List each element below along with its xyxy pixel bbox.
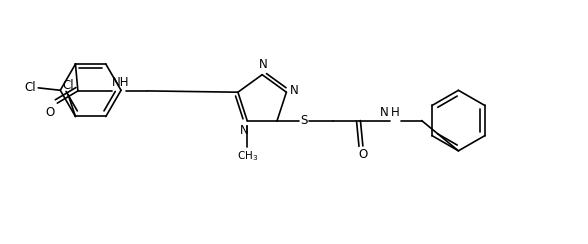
Text: S: S xyxy=(300,114,308,127)
Text: N: N xyxy=(259,58,268,71)
Text: N: N xyxy=(240,124,249,137)
Text: H: H xyxy=(391,106,400,119)
Text: N: N xyxy=(380,106,389,119)
Text: O: O xyxy=(358,148,368,161)
Text: Cl: Cl xyxy=(62,79,74,92)
Text: Cl: Cl xyxy=(24,81,36,94)
Text: NH: NH xyxy=(112,76,130,89)
Text: N: N xyxy=(290,84,299,97)
Text: O: O xyxy=(46,106,55,119)
Text: CH$_3$: CH$_3$ xyxy=(236,149,258,163)
